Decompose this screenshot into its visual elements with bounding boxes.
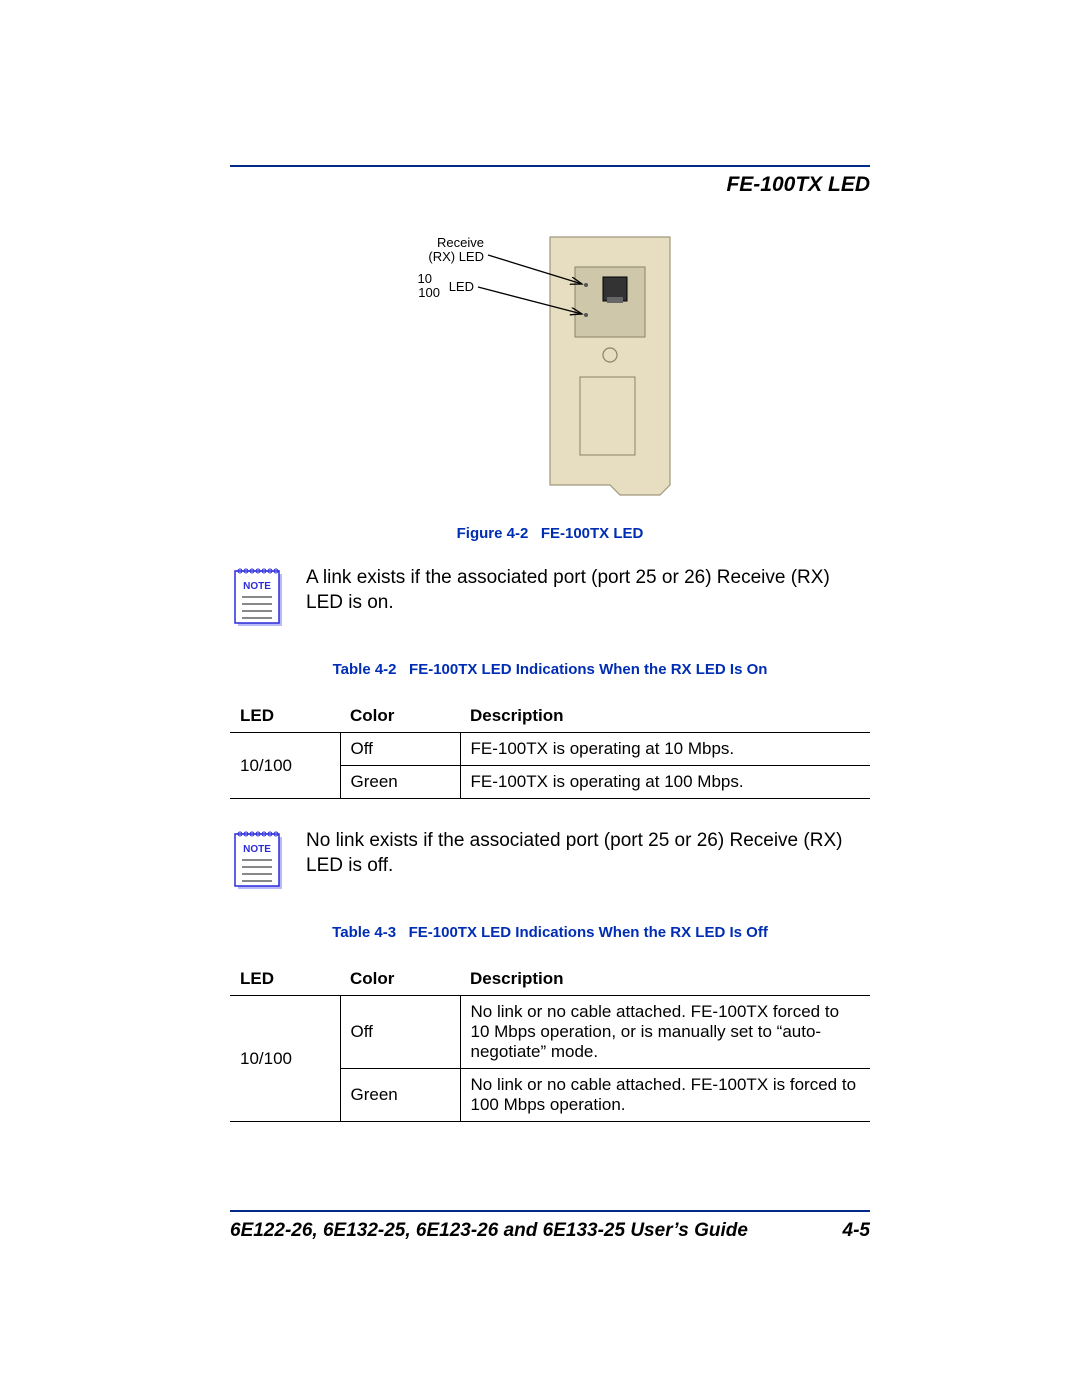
figure-caption-label: Figure 4-2: [457, 525, 529, 542]
table1-col-led: LED: [230, 700, 340, 733]
table2-caption-title: FE-100TX LED Indications When the RX LED…: [409, 924, 768, 941]
figure-caption: Figure 4-2 FE-100TX LED: [230, 525, 870, 542]
table-1: LED Color Description 10/100 Off FE-100T…: [230, 700, 870, 799]
table-row: 10/100 Off No link or no cable attached.…: [230, 996, 870, 1069]
table-row: LED Color Description: [230, 700, 870, 733]
table1-r0-color: Off: [340, 733, 460, 766]
label-100: 100: [418, 285, 440, 300]
table2-led-cell: 10/100: [230, 996, 340, 1122]
figure-caption-title: FE-100TX LED: [541, 525, 644, 542]
table1-caption-label: Table 4-2: [333, 661, 397, 678]
table2-r0-color: Off: [340, 996, 460, 1069]
table1-r1-color: Green: [340, 766, 460, 799]
table1-r1-desc: FE-100TX is operating at 100 Mbps.: [460, 766, 870, 799]
note-2-text: No link exists if the associated port (p…: [306, 827, 870, 878]
note-icon: NOTE: [230, 827, 288, 898]
table1-r0-desc: FE-100TX is operating at 10 Mbps.: [460, 733, 870, 766]
table1-caption: Table 4-2 FE-100TX LED Indications When …: [230, 661, 870, 678]
table-row: LED Color Description: [230, 963, 870, 996]
table2-col-led: LED: [230, 963, 340, 996]
table1-col-color: Color: [340, 700, 460, 733]
label-10: 10: [418, 271, 432, 286]
rj45-tab: [607, 297, 623, 303]
label-receive-2: (RX) LED: [428, 249, 484, 264]
figure-diagram: Receive (RX) LED 10 100 LED: [230, 227, 870, 507]
footer-page: 4-5: [843, 1220, 870, 1242]
table2-col-desc: Description: [460, 963, 870, 996]
header-rule: [230, 165, 870, 167]
table2-r0-desc: No link or no cable attached. FE-100TX f…: [460, 996, 870, 1069]
table2-r1-desc: No link or no cable attached. FE-100TX i…: [460, 1069, 870, 1122]
note-1: NOTE A link exists if the associated por…: [230, 564, 870, 635]
fe100tx-diagram-svg: Receive (RX) LED 10 100 LED: [370, 227, 730, 507]
table1-led-cell: 10/100: [230, 733, 340, 799]
footer-guide: 6E122-26, 6E132-25, 6E123-26 and 6E133-2…: [230, 1220, 748, 1242]
led-rx-dot: [584, 283, 588, 287]
table-row: 10/100 Off FE-100TX is operating at 10 M…: [230, 733, 870, 766]
label-receive-1: Receive: [437, 235, 484, 250]
table2-r1-color: Green: [340, 1069, 460, 1122]
label-led: LED: [449, 279, 474, 294]
table2-col-color: Color: [340, 963, 460, 996]
note-icon-label-2: NOTE: [243, 844, 271, 855]
page-header-title: FE-100TX LED: [230, 173, 870, 197]
table1-col-desc: Description: [460, 700, 870, 733]
table2-caption: Table 4-3 FE-100TX LED Indications When …: [230, 924, 870, 941]
table-2: LED Color Description 10/100 Off No link…: [230, 963, 870, 1122]
led-10100-dot: [584, 313, 588, 317]
note-1-text: A link exists if the associated port (po…: [306, 564, 870, 615]
lower-panel: [580, 377, 635, 455]
note-2: NOTE No link exists if the associated po…: [230, 827, 870, 898]
note-icon: NOTE: [230, 564, 288, 635]
table2-caption-label: Table 4-3: [332, 924, 396, 941]
page-footer: 6E122-26, 6E132-25, 6E123-26 and 6E133-2…: [230, 1210, 870, 1242]
table1-caption-title: FE-100TX LED Indications When the RX LED…: [409, 661, 767, 678]
note-icon-label: NOTE: [243, 581, 271, 592]
